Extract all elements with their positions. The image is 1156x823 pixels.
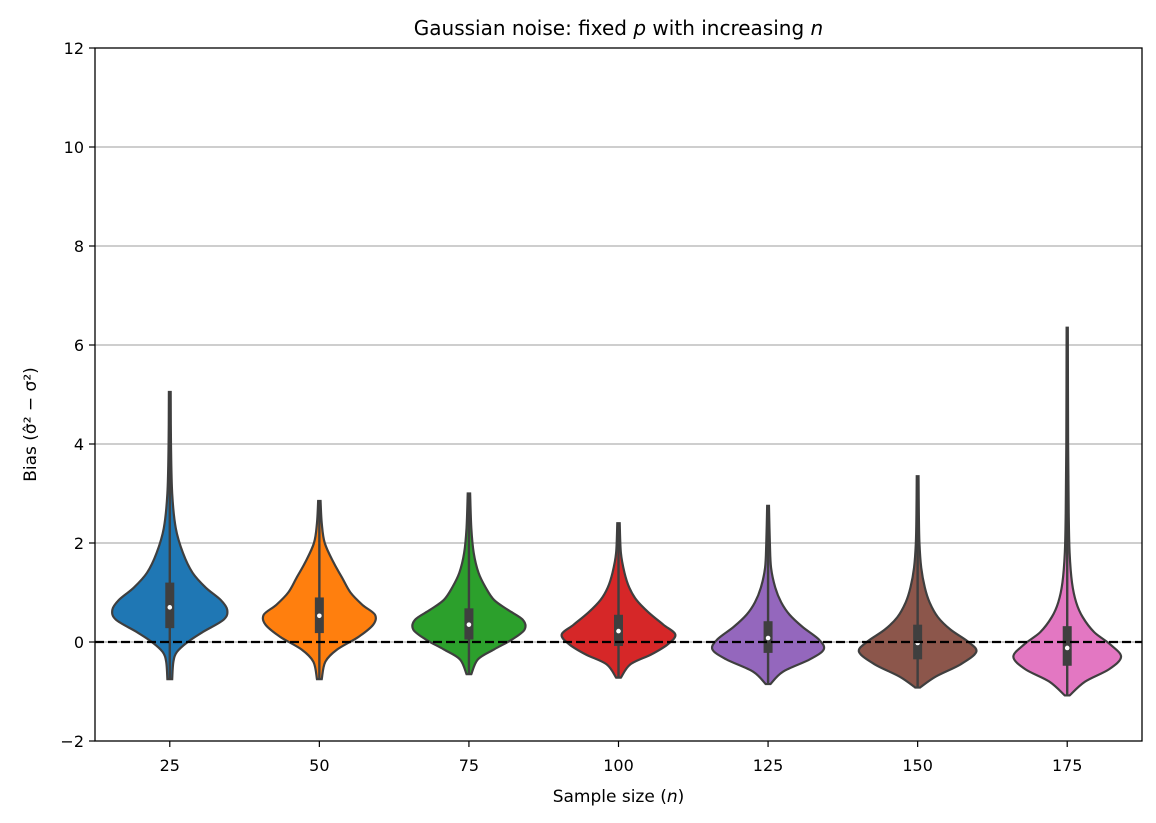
x-tick-label-175: 175 — [1052, 756, 1083, 775]
y-axis-label: Bias (σ̂² − σ²) — [21, 367, 41, 482]
chart-title: Gaussian noise: fixed p with increasing … — [414, 16, 823, 40]
y-tick-label-0: 0 — [74, 633, 84, 652]
y-axis-ticks: −2 0 2 4 6 8 10 12 — [60, 39, 95, 751]
violins — [111, 326, 1123, 697]
violin-150 — [857, 475, 978, 689]
violin-median-125 — [765, 635, 771, 641]
x-tick-label-75: 75 — [459, 756, 479, 775]
x-tick-label-125: 125 — [753, 756, 784, 775]
violin-median-75 — [466, 622, 472, 627]
violin-median-175 — [1064, 645, 1070, 651]
violin-median-50 — [317, 613, 322, 619]
violin-100 — [560, 522, 677, 679]
violin-median-100 — [616, 628, 621, 634]
violin-175 — [1012, 326, 1123, 697]
x-tick-label-100: 100 — [603, 756, 634, 775]
y-tick-label-8: 8 — [74, 237, 84, 256]
y-tick-label-6: 6 — [74, 336, 84, 355]
y-tick-label-10: 10 — [64, 138, 84, 157]
x-tick-label-50: 50 — [309, 756, 329, 775]
x-tick-label-25: 25 — [160, 756, 180, 775]
x-tick-label-150: 150 — [902, 756, 933, 775]
violin-25 — [111, 390, 229, 681]
x-axis-label: Sample size (n) — [553, 787, 685, 807]
violin-75 — [411, 492, 527, 676]
x-axis-ticks: 25 50 75 100 125 150 175 — [160, 741, 1083, 775]
y-tick-label-2: 2 — [74, 534, 84, 553]
y-tick-label-−2: −2 — [60, 732, 84, 751]
violin-median-25 — [167, 605, 173, 610]
y-tick-label-12: 12 — [64, 39, 84, 58]
violin-50 — [261, 499, 378, 681]
y-tick-label-4: 4 — [74, 435, 84, 454]
violin-125 — [710, 504, 826, 686]
